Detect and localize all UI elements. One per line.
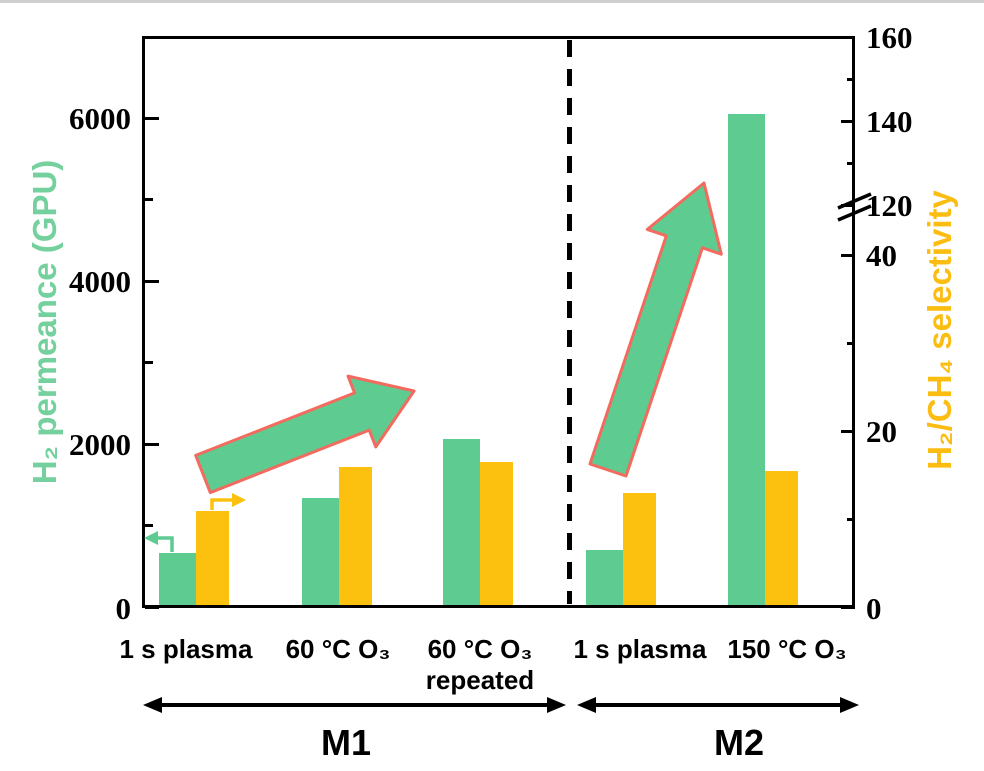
bar-permeance-4 bbox=[728, 114, 765, 605]
category-label-2: 60 °C O₃ repeated bbox=[425, 634, 535, 696]
right-axis-tick-label: 20 bbox=[866, 414, 897, 450]
right-axis-minor-tick bbox=[847, 77, 855, 81]
group-label-m2: M2 bbox=[713, 722, 765, 763]
m2-trend-arrow bbox=[588, 181, 723, 478]
right-axis-tick-label: 40 bbox=[866, 238, 897, 274]
bar-permeance-0 bbox=[159, 552, 196, 605]
right-arrow-icon bbox=[232, 493, 246, 507]
bar-permeance-2 bbox=[443, 438, 480, 605]
category-label-1: 60 °C O₃ bbox=[285, 634, 391, 664]
right-axis-major-tick bbox=[841, 35, 855, 39]
m1-span-arrow-right-arrow-icon bbox=[547, 697, 566, 713]
bar-selectivity-1 bbox=[339, 466, 372, 605]
window-top-edge bbox=[0, 0, 984, 3]
bar-selectivity-3 bbox=[623, 492, 656, 605]
left-axis-major-tick bbox=[145, 606, 159, 609]
right-axis-tick-label: 0 bbox=[866, 590, 882, 626]
left-axis-pointer-line bbox=[152, 536, 174, 552]
m1-span-arrow-left-arrow-icon bbox=[143, 697, 162, 713]
right-axis-minor-tick bbox=[847, 517, 855, 521]
left-arrow-icon bbox=[144, 531, 158, 545]
bar-selectivity-2 bbox=[480, 462, 513, 605]
bar-selectivity-0 bbox=[196, 510, 229, 605]
right-axis-major-tick bbox=[841, 119, 855, 123]
right-axis-minor-tick bbox=[847, 341, 855, 345]
left-axis-minor-tick bbox=[145, 198, 153, 202]
left-axis-minor-tick bbox=[145, 361, 153, 365]
left-axis-tick-label: 0 bbox=[115, 590, 132, 626]
right-axis-major-tick bbox=[841, 429, 855, 433]
membrane-divider-dashed-line bbox=[567, 40, 572, 604]
category-label-3: 1 s plasma bbox=[573, 634, 707, 664]
right-axis-major-tick bbox=[841, 203, 855, 207]
left-axis-major-tick bbox=[145, 442, 159, 446]
right-axis-tick-label: 120 bbox=[866, 188, 913, 223]
m2-span-arrow-right-arrow-icon bbox=[840, 697, 859, 713]
left-axis-tick-label: 2000 bbox=[69, 427, 131, 463]
right-axis-tick-label: 160 bbox=[866, 20, 913, 55]
bar-permeance-1 bbox=[302, 498, 339, 605]
right-axis-major-tick bbox=[841, 606, 855, 609]
right-axis-tick-label: 140 bbox=[866, 104, 913, 139]
right-axis-pointer-line bbox=[210, 498, 236, 510]
category-label-0: 1 s plasma bbox=[119, 634, 253, 664]
m1-trend-arrow bbox=[194, 374, 416, 495]
right-axis-minor-tick bbox=[847, 161, 855, 165]
bar-permeance-3 bbox=[586, 550, 623, 605]
group-label-m1: M1 bbox=[320, 722, 372, 763]
left-axis-major-tick bbox=[145, 279, 159, 283]
left-axis-tick-label: 6000 bbox=[69, 101, 131, 137]
left-axis-minor-tick bbox=[145, 524, 153, 528]
left-axis-tick-label: 4000 bbox=[69, 264, 131, 300]
category-label-4: 150 °C O₃ bbox=[727, 634, 847, 664]
left-axis-major-tick bbox=[145, 116, 159, 120]
right-axis-major-tick bbox=[841, 253, 855, 257]
bar-selectivity-4 bbox=[765, 470, 798, 605]
m2-span-arrow-left-arrow-icon bbox=[577, 697, 596, 713]
